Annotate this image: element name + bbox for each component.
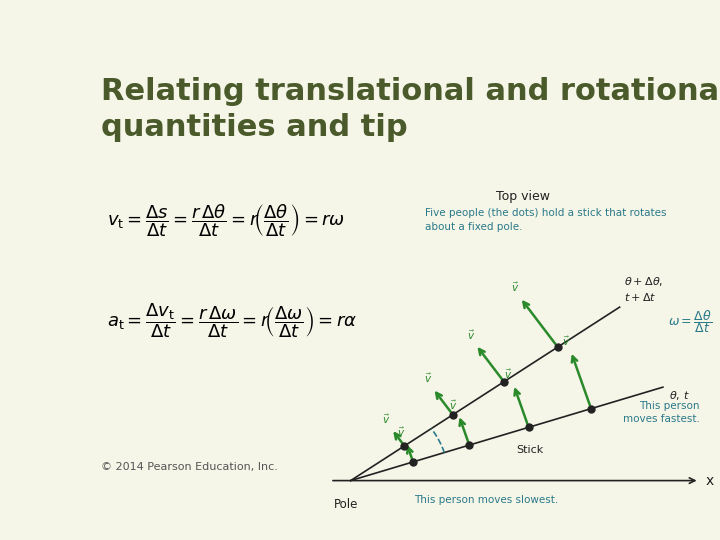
Text: Stick: Stick bbox=[516, 446, 543, 455]
Text: $\theta,\,t$: $\theta,\,t$ bbox=[669, 389, 690, 402]
Text: This person
moves fastest.: This person moves fastest. bbox=[623, 401, 700, 423]
Text: $\omega = \dfrac{\Delta\theta}{\Delta t}$: $\omega = \dfrac{\Delta\theta}{\Delta t}… bbox=[667, 308, 712, 335]
Text: Relating translational and rotational
quantities and tip: Relating translational and rotational qu… bbox=[101, 77, 720, 142]
Text: $\vec{v}$: $\vec{v}$ bbox=[511, 281, 519, 294]
Text: $\vec{v}$: $\vec{v}$ bbox=[562, 335, 570, 348]
Text: Five people (the dots) hold a stick that rotates
about a fixed pole.: Five people (the dots) hold a stick that… bbox=[425, 208, 666, 232]
Text: © 2014 Pearson Education, Inc.: © 2014 Pearson Education, Inc. bbox=[101, 462, 278, 472]
Text: $\vec{v}$: $\vec{v}$ bbox=[449, 398, 458, 411]
Text: Pole: Pole bbox=[334, 498, 359, 511]
Text: Top view: Top view bbox=[496, 190, 550, 202]
Text: $\theta + \Delta\theta,$
$t + \Delta t$: $\theta + \Delta\theta,$ $t + \Delta t$ bbox=[624, 275, 663, 303]
Text: $\vec{v}$: $\vec{v}$ bbox=[467, 328, 475, 342]
Text: This person moves slowest.: This person moves slowest. bbox=[414, 495, 558, 505]
Text: $a_{\mathrm{t}} = \dfrac{\Delta v_{\mathrm{t}}}{\Delta t} = \dfrac{r\,\Delta\ome: $a_{\mathrm{t}} = \dfrac{\Delta v_{\math… bbox=[107, 302, 357, 340]
Text: $\vec{v}$: $\vec{v}$ bbox=[504, 368, 513, 381]
Text: $\vec{v}$: $\vec{v}$ bbox=[397, 426, 405, 439]
Text: $v_{\mathrm{t}} = \dfrac{\Delta s}{\Delta t} = \dfrac{r\,\Delta\theta}{\Delta t}: $v_{\mathrm{t}} = \dfrac{\Delta s}{\Delt… bbox=[107, 202, 345, 239]
Text: $\vec{v}$: $\vec{v}$ bbox=[382, 413, 391, 426]
Text: x: x bbox=[706, 474, 714, 488]
Text: $\vec{v}$: $\vec{v}$ bbox=[424, 372, 432, 386]
